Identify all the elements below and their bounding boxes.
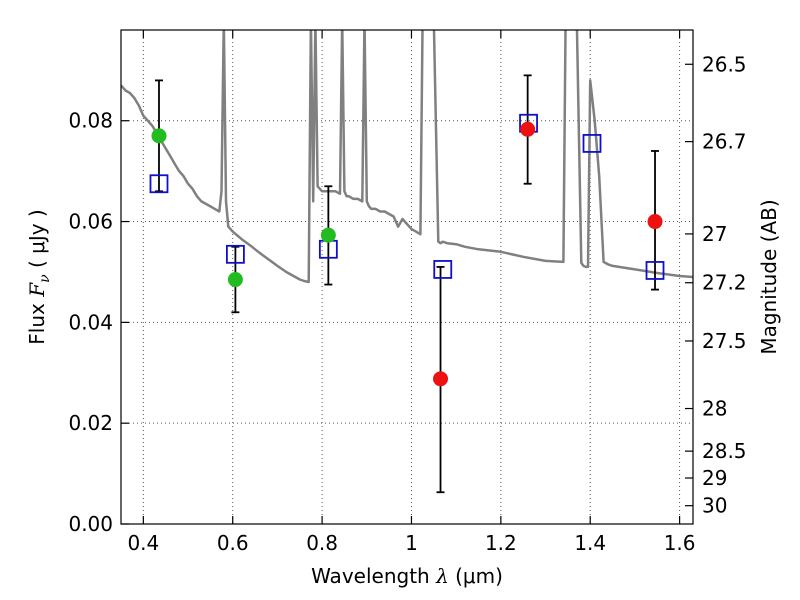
detected-point bbox=[320, 227, 336, 243]
measured-point bbox=[520, 121, 536, 137]
y-tick-label: 0.06 bbox=[68, 210, 113, 234]
y-axis-label: Flux Fν ( μJy ) bbox=[25, 209, 53, 344]
plot-frame bbox=[120, 29, 694, 525]
x-tick-label: 0.4 bbox=[127, 531, 159, 555]
y-tick-label: 0.02 bbox=[68, 411, 113, 435]
template-sed-layer bbox=[121, 30, 693, 284]
model-photometry-square bbox=[582, 134, 602, 153]
measured-point bbox=[647, 214, 663, 230]
model-photometry-square bbox=[433, 260, 453, 279]
x-tick-label: 1.6 bbox=[664, 531, 696, 555]
x-tick-label: 1.4 bbox=[574, 531, 606, 555]
detected-point bbox=[227, 272, 243, 288]
magnitude-axis-label: Magnitude (AB) bbox=[757, 199, 781, 354]
detected-point bbox=[151, 128, 167, 144]
x-tick-label: 1.2 bbox=[485, 531, 517, 555]
y-tick-label: 0.08 bbox=[68, 109, 113, 133]
template-sed-line bbox=[121, 30, 693, 284]
y-tick-label: 0.04 bbox=[68, 310, 113, 334]
y-tick-label: 0.00 bbox=[68, 512, 113, 536]
markers-layer bbox=[149, 113, 665, 387]
grid-lines bbox=[121, 30, 693, 525]
magnitude-tick-label: 27 bbox=[702, 222, 727, 246]
measured-point bbox=[433, 371, 449, 387]
ticks-layer: 0.4 0.6 0.8 1 1.2 1.4 1.6 0.00 0.02 0.04 0.06 0.08 2… bbox=[68, 30, 747, 555]
x-tick-label: 1 bbox=[405, 531, 418, 555]
model-photometry-square bbox=[645, 261, 665, 280]
model-photometry-square bbox=[225, 244, 245, 264]
x-tick-label: 0.8 bbox=[306, 531, 338, 555]
magnitude-tick-label: 26.5 bbox=[702, 52, 747, 76]
magnitude-tick-label: 28 bbox=[702, 397, 727, 421]
magnitude-tick-label: 29 bbox=[702, 466, 727, 490]
x-axis-label: Wavelength λ (μm) bbox=[311, 564, 503, 588]
magnitude-tick-label: 28.5 bbox=[702, 439, 747, 463]
magnitude-tick-label: 27.2 bbox=[702, 271, 747, 295]
magnitude-tick-label: 27.5 bbox=[702, 329, 747, 353]
x-tick-label: 0.6 bbox=[217, 531, 249, 555]
magnitude-tick-label: 26.7 bbox=[702, 130, 747, 154]
magnitude-tick-label: 30 bbox=[702, 494, 727, 518]
model-photometry-square bbox=[149, 174, 169, 194]
